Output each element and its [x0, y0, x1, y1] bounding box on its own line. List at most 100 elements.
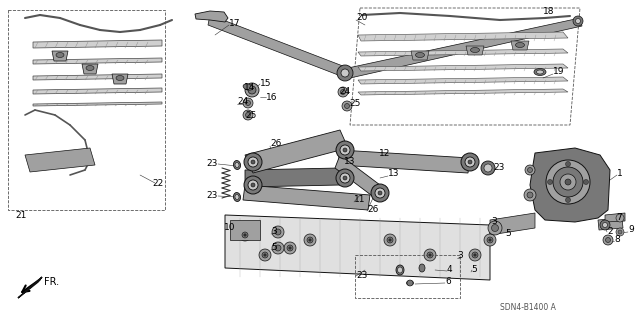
Ellipse shape [534, 69, 546, 76]
Text: 24: 24 [339, 86, 350, 95]
Polygon shape [243, 185, 370, 210]
Text: 26: 26 [270, 139, 282, 149]
Circle shape [472, 252, 478, 258]
Circle shape [248, 180, 258, 190]
Circle shape [344, 103, 349, 108]
Text: 3: 3 [271, 227, 276, 236]
Polygon shape [112, 74, 128, 84]
Polygon shape [225, 215, 490, 280]
Ellipse shape [243, 84, 253, 90]
Ellipse shape [470, 48, 479, 53]
Circle shape [248, 157, 258, 167]
Circle shape [616, 214, 624, 222]
Text: 21: 21 [15, 211, 26, 219]
Ellipse shape [415, 53, 424, 57]
Text: 17: 17 [229, 19, 241, 27]
Text: 15: 15 [260, 78, 271, 87]
Circle shape [275, 229, 281, 235]
Text: 3: 3 [457, 251, 463, 261]
Polygon shape [18, 277, 42, 298]
Polygon shape [358, 64, 568, 71]
Circle shape [566, 197, 570, 203]
Text: 7: 7 [616, 212, 621, 221]
Circle shape [575, 19, 580, 24]
Circle shape [560, 174, 576, 190]
Circle shape [616, 228, 624, 236]
Text: 6: 6 [445, 278, 451, 286]
Circle shape [336, 169, 354, 187]
Ellipse shape [235, 162, 239, 167]
Text: 4: 4 [447, 264, 452, 273]
Ellipse shape [536, 70, 543, 74]
Ellipse shape [235, 195, 239, 199]
Polygon shape [25, 148, 95, 172]
Circle shape [259, 249, 271, 261]
Circle shape [387, 237, 393, 243]
Circle shape [384, 234, 396, 246]
Circle shape [340, 145, 350, 155]
Circle shape [304, 234, 316, 246]
Polygon shape [466, 46, 484, 55]
Polygon shape [245, 168, 340, 187]
Polygon shape [348, 18, 582, 78]
Polygon shape [33, 58, 162, 64]
Circle shape [287, 245, 293, 251]
Circle shape [469, 249, 481, 261]
Polygon shape [598, 218, 623, 230]
Text: FR.: FR. [44, 277, 59, 287]
Polygon shape [358, 32, 568, 41]
Text: 9: 9 [628, 226, 634, 234]
Circle shape [336, 141, 354, 159]
Circle shape [309, 239, 311, 241]
Circle shape [525, 165, 535, 175]
Polygon shape [335, 155, 380, 198]
Circle shape [272, 226, 284, 238]
Text: 12: 12 [379, 150, 390, 159]
Circle shape [429, 254, 431, 256]
Text: 25: 25 [245, 110, 257, 120]
Circle shape [492, 225, 499, 232]
Text: 13: 13 [344, 158, 355, 167]
Ellipse shape [396, 265, 404, 275]
Circle shape [488, 221, 502, 235]
Text: 5: 5 [505, 228, 511, 238]
Circle shape [474, 254, 476, 256]
Text: 10: 10 [224, 224, 236, 233]
Text: 11: 11 [354, 196, 365, 204]
Circle shape [289, 247, 291, 249]
Polygon shape [33, 88, 162, 94]
Circle shape [605, 238, 611, 242]
Circle shape [388, 239, 391, 241]
Circle shape [340, 90, 346, 94]
Circle shape [618, 230, 622, 234]
Circle shape [602, 222, 607, 227]
Text: 14: 14 [244, 83, 255, 92]
Polygon shape [230, 220, 260, 240]
Text: 23: 23 [206, 160, 218, 168]
Circle shape [573, 16, 583, 26]
Circle shape [565, 179, 571, 185]
Circle shape [600, 220, 610, 230]
Circle shape [487, 237, 493, 243]
Polygon shape [33, 74, 162, 80]
Polygon shape [511, 41, 529, 50]
Text: 16: 16 [266, 93, 278, 101]
Polygon shape [411, 51, 429, 60]
Polygon shape [605, 213, 625, 222]
Polygon shape [358, 77, 568, 84]
Text: 24: 24 [237, 98, 248, 107]
Text: 23: 23 [356, 271, 367, 279]
Ellipse shape [397, 267, 403, 273]
Circle shape [546, 160, 590, 204]
Circle shape [343, 176, 347, 180]
Circle shape [407, 280, 413, 286]
Circle shape [244, 176, 262, 194]
Circle shape [275, 245, 281, 251]
Circle shape [239, 229, 251, 241]
Circle shape [424, 249, 436, 261]
Text: 5: 5 [471, 265, 477, 275]
Circle shape [251, 183, 255, 187]
Circle shape [243, 98, 253, 108]
Ellipse shape [406, 280, 413, 286]
Circle shape [547, 180, 552, 184]
